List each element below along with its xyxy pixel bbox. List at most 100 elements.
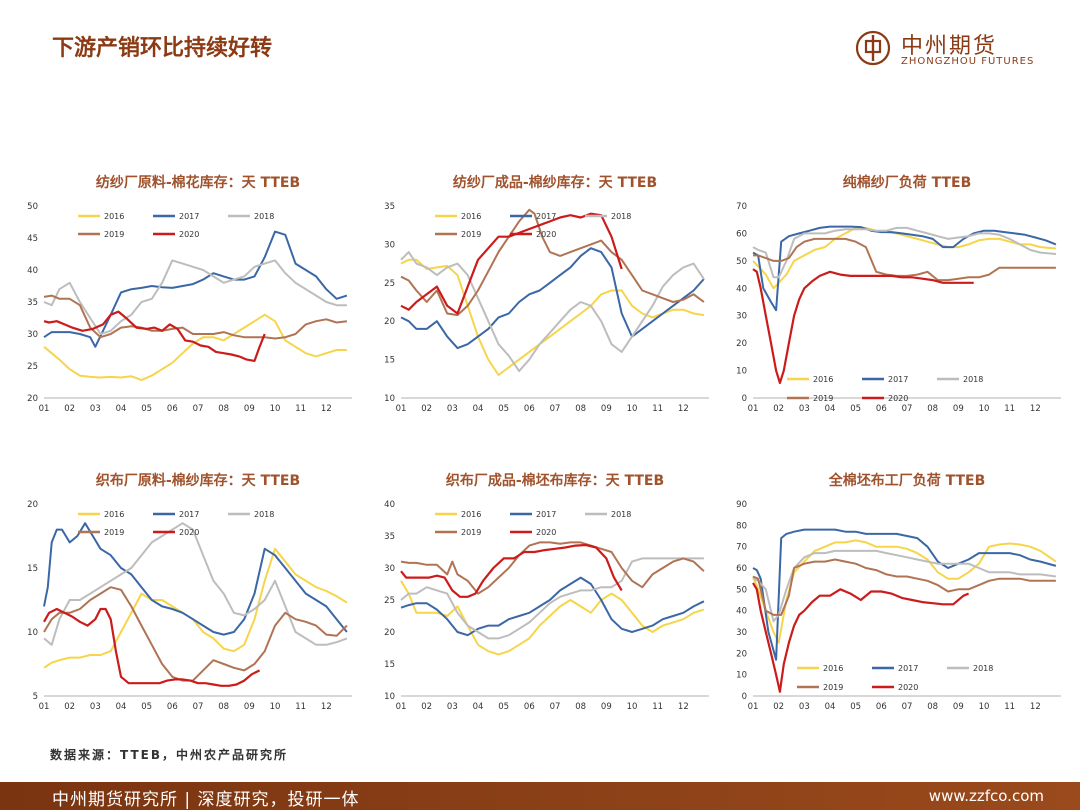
- x-tick-label: 08: [218, 702, 229, 712]
- x-tick-label: 01: [396, 404, 407, 414]
- y-tick-label: 25: [27, 362, 38, 372]
- zhongzhou-logo-icon: [855, 30, 891, 66]
- x-tick-label: 04: [825, 404, 836, 414]
- y-tick-label: 15: [384, 660, 395, 670]
- legend-label-2017: 2017: [179, 212, 199, 221]
- x-tick-label: 09: [244, 404, 255, 414]
- series-line-2019: [400, 208, 705, 317]
- y-tick-label: 30: [736, 312, 747, 322]
- legend-label-2018: 2018: [254, 212, 274, 221]
- y-tick-label: 15: [384, 356, 395, 366]
- y-tick-label: 25: [384, 596, 395, 606]
- x-tick-label: 06: [876, 702, 887, 712]
- x-tick-label: 07: [902, 404, 913, 414]
- x-tick-label: 01: [396, 702, 407, 712]
- x-tick-label: 01: [748, 702, 759, 712]
- y-tick-label: 40: [384, 500, 395, 510]
- y-tick-label: 90: [736, 500, 747, 510]
- x-tick-label: 02: [773, 702, 784, 712]
- chart-svg: 纺纱厂成品-棉纱库存：天 TTEB 10 15 20 25 30 35 01 02 03 04 05 0…: [384, 174, 709, 414]
- y-tick-label: 70: [736, 543, 747, 553]
- chart-svg: 纯棉纱厂负荷 TTEB 0 10 20 30 40 50 60 70 01 02 03 04 05 06 07…: [736, 174, 1061, 414]
- chart-panel-6: 全棉坯布工厂负荷 TTEB 0 10 20 30 40 50 60 70 80 90 01 02 03 04…: [727, 464, 1067, 724]
- legend-label-2018: 2018: [611, 510, 631, 519]
- source-note: 数据来源：TTEB，中州农产品研究所: [50, 748, 288, 762]
- x-tick-label: 08: [575, 702, 586, 712]
- chart-svg: 织布厂原料-棉纱库存：天 TTEB 5 10 15 20 01 02 03 04 05 06 07 08…: [27, 472, 352, 712]
- legend-label-2017: 2017: [179, 510, 199, 519]
- chart-panel-3: 纯棉纱厂负荷 TTEB 0 10 20 30 40 50 60 70 01 02 03 04 05 06 07…: [727, 166, 1067, 426]
- chart-title: 纯棉纱厂负荷 TTEB: [843, 174, 972, 191]
- x-tick-label: 02: [773, 404, 784, 414]
- series-line-2020: [752, 582, 970, 693]
- y-tick-label: 20: [27, 394, 38, 404]
- series-line-2020: [752, 268, 974, 384]
- series-line-2017: [400, 247, 705, 350]
- x-tick-label: 06: [167, 702, 178, 712]
- x-tick-label: 09: [953, 702, 964, 712]
- x-tick-label: 02: [421, 404, 432, 414]
- y-tick-label: 35: [27, 298, 38, 308]
- chart-svg: 全棉坯布工厂负荷 TTEB 0 10 20 30 40 50 60 70 80 90 01 02 03 04…: [736, 472, 1061, 712]
- x-tick-label: 10: [270, 702, 281, 712]
- chart-title: 织布厂成品-棉坯布库存：天 TTEB: [446, 472, 664, 489]
- x-tick-label: 10: [979, 404, 990, 414]
- x-tick-label: 07: [550, 404, 561, 414]
- y-tick-label: 25: [384, 279, 395, 289]
- legend-label-2019: 2019: [823, 683, 843, 692]
- x-tick-label: 03: [90, 404, 101, 414]
- x-tick-label: 01: [39, 404, 50, 414]
- legend-label-2018: 2018: [611, 212, 631, 221]
- x-tick-label: 05: [141, 702, 152, 712]
- series-line-2019: [400, 541, 705, 595]
- series-line-2016: [43, 313, 347, 382]
- chart-title: 织布厂原料-棉纱库存：天 TTEB: [96, 472, 300, 489]
- series-line-2020: [400, 212, 623, 315]
- y-tick-label: 10: [27, 628, 38, 638]
- y-tick-label: 30: [384, 564, 395, 574]
- series-line-2017: [400, 576, 705, 637]
- y-tick-label: 35: [384, 532, 395, 542]
- x-tick-label: 08: [218, 404, 229, 414]
- x-tick-label: 12: [321, 702, 332, 712]
- series-line-2018: [43, 522, 348, 646]
- x-tick-label: 12: [678, 702, 689, 712]
- x-tick-label: 10: [270, 404, 281, 414]
- y-tick-label: 0: [742, 394, 747, 404]
- legend-label-2019: 2019: [461, 230, 481, 239]
- x-tick-label: 09: [953, 404, 964, 414]
- x-tick-label: 04: [473, 702, 484, 712]
- series-line-2018: [752, 549, 1057, 623]
- x-tick-label: 10: [979, 702, 990, 712]
- x-tick-label: 12: [321, 404, 332, 414]
- x-tick-label: 07: [193, 702, 204, 712]
- x-tick-label: 03: [447, 404, 458, 414]
- x-tick-label: 05: [850, 702, 861, 712]
- legend-label-2017: 2017: [536, 510, 556, 519]
- y-tick-label: 5: [33, 692, 38, 702]
- x-tick-label: 01: [39, 702, 50, 712]
- y-tick-label: 30: [384, 240, 395, 250]
- x-tick-label: 03: [447, 702, 458, 712]
- y-tick-label: 10: [384, 692, 395, 702]
- x-tick-label: 04: [473, 404, 484, 414]
- y-tick-label: 60: [736, 564, 747, 574]
- legend-label-2018: 2018: [254, 510, 274, 519]
- series-line-2018: [400, 557, 704, 640]
- y-tick-label: 20: [27, 500, 38, 510]
- legend-label-2020: 2020: [536, 528, 556, 537]
- x-tick-label: 10: [627, 702, 638, 712]
- chart-title: 纺纱厂成品-棉纱库存：天 TTEB: [453, 174, 657, 191]
- series-line-2018: [752, 226, 1056, 279]
- x-tick-label: 04: [116, 702, 127, 712]
- series-line-2016: [752, 539, 1057, 644]
- series-line-2016: [43, 547, 348, 669]
- x-tick-label: 06: [524, 404, 535, 414]
- series-line-2016: [400, 258, 705, 376]
- x-tick-label: 03: [799, 702, 810, 712]
- y-tick-label: 10: [384, 394, 395, 404]
- series-line-2019: [43, 294, 348, 340]
- series-line-2020: [400, 543, 623, 598]
- y-tick-label: 70: [736, 202, 747, 212]
- chart-panel-5: 织布厂成品-棉坯布库存：天 TTEB 10 15 20 25 30 35 40 01 02 03 04…: [375, 464, 715, 724]
